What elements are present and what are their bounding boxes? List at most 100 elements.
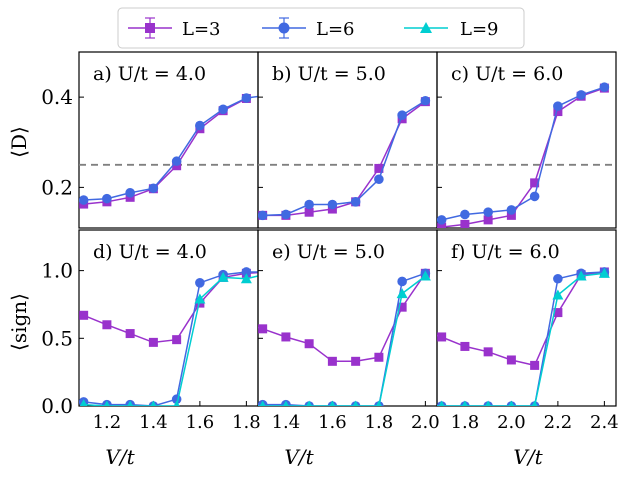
- data-point-triangle: [461, 400, 468, 406]
- data-point-square: [414, 326, 423, 335]
- data-point-triangle: [217, 271, 229, 282]
- data-point-triangle: [552, 289, 564, 300]
- data-point-circle: [483, 207, 493, 218]
- data-point-square: [460, 219, 470, 228]
- panel-title: b) U/t = 5.0: [272, 63, 386, 85]
- data-point-circle: [529, 191, 540, 202]
- panels: 0.2 0.4 a) U/t = 4.0 b) U/t = 5.0 c) U/t = 6…: [41, 51, 619, 433]
- data-point-circle: [102, 193, 112, 204]
- x-tick-label: 1.8: [232, 412, 261, 433]
- x-tick-label: 1.6: [186, 412, 215, 433]
- panel-title: c) U/t = 6.0: [451, 63, 563, 85]
- panel-a: 0.2 0.4 a) U/t = 4.0: [41, 51, 275, 229]
- legend-triangle-marker: [420, 22, 432, 33]
- x-tick-label: 1.2: [93, 412, 122, 433]
- series-line-L6: [437, 271, 605, 406]
- data-point-circle: [397, 110, 407, 120]
- data-point-square: [483, 215, 493, 225]
- data-point-square: [483, 347, 493, 357]
- data-point-square: [327, 356, 337, 366]
- data-point-triangle: [150, 400, 157, 406]
- panel-series: [79, 267, 275, 406]
- x-axis-label-col3: V/t: [513, 445, 543, 469]
- data-point-circle: [350, 197, 361, 207]
- data-point-triangle: [352, 400, 359, 406]
- y-tick-label: 1.0: [41, 259, 73, 283]
- panel-series: [235, 268, 431, 410]
- data-point-triangle: [194, 293, 206, 304]
- data-point-triangle: [259, 400, 266, 406]
- data-point-triangle: [127, 400, 134, 406]
- panel-e: 1.4 1.6 1.8 2.0 e) U/t = 5.0: [235, 229, 440, 433]
- series-line-L6: [437, 86, 605, 221]
- data-point-square: [414, 224, 423, 233]
- data-point-circle: [125, 188, 135, 198]
- data-point-circle: [460, 209, 470, 220]
- data-point-circle: [553, 273, 563, 284]
- data-point-square: [437, 332, 447, 342]
- data-point-square: [304, 207, 314, 217]
- data-point-square: [351, 356, 361, 366]
- data-point-circle: [265, 90, 275, 100]
- data-point-circle: [374, 174, 384, 185]
- legend-circle-marker: [278, 22, 290, 34]
- data-point-triangle: [531, 400, 538, 406]
- data-point-circle: [265, 267, 275, 277]
- x-tick-label: 1.8: [365, 412, 394, 433]
- data-point-square: [281, 332, 291, 342]
- data-point-circle: [235, 211, 245, 221]
- data-point-circle: [281, 209, 291, 220]
- data-point-triangle: [173, 400, 180, 406]
- panel-series: [414, 82, 610, 233]
- data-point-triangle: [419, 270, 431, 281]
- x-tick-label: 2.0: [411, 412, 440, 433]
- data-point-circle: [258, 210, 268, 221]
- data-point-circle: [195, 278, 205, 288]
- x-tick-label: 2.0: [497, 412, 526, 433]
- panel-title: f) U/t = 6.0: [451, 241, 560, 263]
- data-point-circle: [553, 101, 563, 111]
- panel-frame: [436, 51, 617, 229]
- data-point-circle: [576, 90, 586, 100]
- y-tick-label: 0.5: [41, 326, 73, 350]
- data-point-square: [265, 267, 274, 276]
- data-point-square: [258, 324, 268, 334]
- series-line-L9: [437, 272, 605, 406]
- data-point-circle: [235, 400, 245, 410]
- data-point-square: [530, 360, 540, 370]
- y-tick-label: 0.0: [41, 394, 73, 418]
- data-point-circle: [599, 82, 610, 92]
- data-point-circle: [304, 199, 314, 210]
- series-line-L3: [258, 100, 426, 217]
- panel-series: [79, 90, 275, 209]
- data-point-triangle: [264, 268, 275, 278]
- x-tick-label: 2.2: [544, 412, 573, 433]
- data-point-square: [397, 302, 407, 312]
- x-tick-label: 1.4: [272, 412, 301, 433]
- legend-label-l3: L=3: [182, 19, 221, 40]
- data-point-square: [553, 308, 563, 318]
- data-point-square: [506, 355, 516, 365]
- data-point-square: [125, 329, 135, 339]
- y-tick-label: 0.2: [41, 175, 73, 199]
- data-point-triangle: [396, 288, 408, 299]
- data-point-square: [172, 335, 182, 345]
- series-line-L6: [258, 272, 426, 406]
- data-point-square: [553, 107, 563, 117]
- x-tick-label: 1.8: [451, 412, 480, 433]
- data-point-circle: [437, 215, 447, 225]
- series-line-L3: [437, 271, 605, 367]
- panel-series: [235, 95, 431, 221]
- data-point-triangle: [485, 400, 492, 406]
- data-point-triangle: [438, 400, 445, 406]
- data-point-square: [235, 318, 244, 327]
- legend-box: [117, 7, 525, 49]
- data-point-circle: [79, 195, 89, 205]
- data-point-square: [79, 310, 89, 320]
- legend-label-l6: L=6: [316, 19, 355, 40]
- legend-entry-l3: L=3: [128, 17, 221, 40]
- data-point-triangle: [598, 267, 610, 278]
- x-tick-label: 1.4: [139, 412, 168, 433]
- data-point-triangle: [79, 399, 88, 406]
